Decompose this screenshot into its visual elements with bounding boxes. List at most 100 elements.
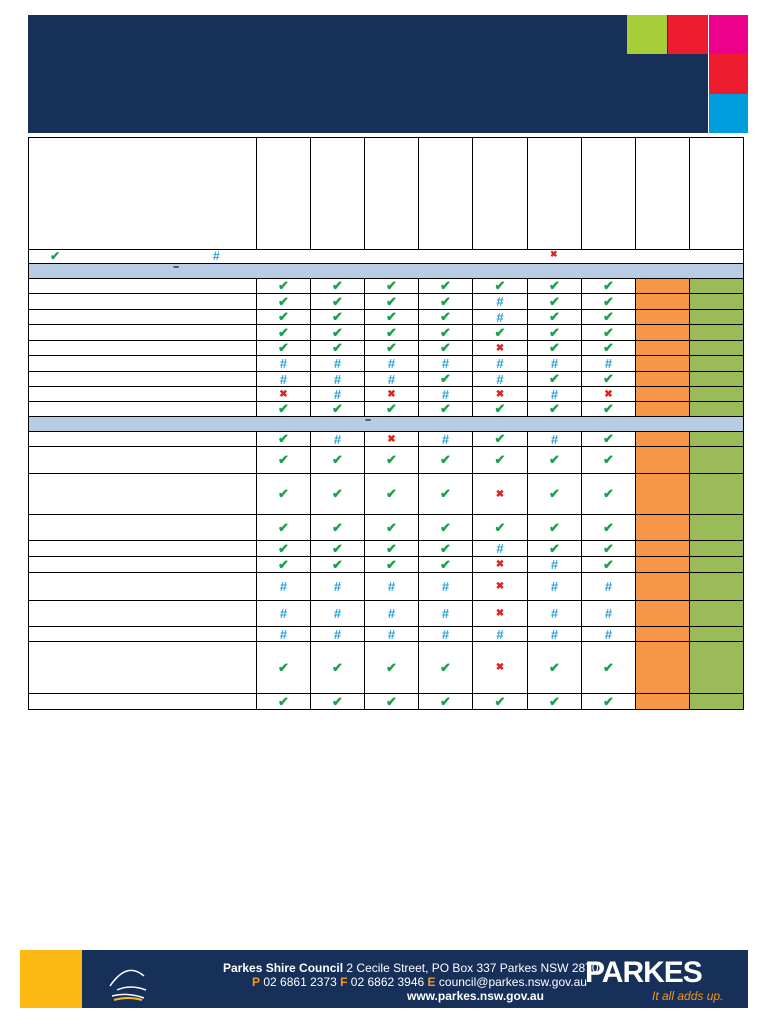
header-cell xyxy=(527,137,582,250)
header-cell xyxy=(635,137,690,250)
symbol-cell: ✖ xyxy=(472,600,528,627)
symbol-cell: # xyxy=(527,626,582,642)
symbol-cell: ✔ xyxy=(581,473,636,515)
footer-yellow xyxy=(20,950,82,1008)
symbol-cell: ✔ xyxy=(472,446,528,474)
symbol-cell: # xyxy=(418,600,473,627)
green-cell xyxy=(689,473,744,515)
symbol-cell: ✔ xyxy=(310,340,365,356)
header-cell xyxy=(689,137,744,250)
symbol-cell: ✖ xyxy=(472,556,528,573)
symbol-cell: ✔ xyxy=(527,514,582,541)
symbol-cell: ✔ xyxy=(581,278,636,294)
color-block xyxy=(627,15,667,54)
orange-cell xyxy=(635,514,690,541)
symbol-cell: ✔ xyxy=(527,446,582,474)
row-label xyxy=(28,309,257,325)
symbol-cell: # xyxy=(418,355,473,372)
symbol-cell: ✔ xyxy=(527,401,582,417)
symbol-cell: ✔ xyxy=(527,324,582,341)
row-label xyxy=(28,340,257,356)
symbol-cell: ✔ xyxy=(310,473,365,515)
symbol-cell: # xyxy=(527,556,582,573)
symbol-cell: ✔ xyxy=(364,446,419,474)
symbol-cell: ✔ xyxy=(472,324,528,341)
symbol-cell: ✔ xyxy=(256,446,311,474)
symbol-cell: ✖ xyxy=(364,431,419,447)
symbol-cell: ✔ xyxy=(418,309,473,325)
symbol-cell: ✔ xyxy=(581,371,636,387)
symbol-cell: ✔ xyxy=(418,340,473,356)
symbol-cell: ✔ xyxy=(310,556,365,573)
header-cell xyxy=(364,137,419,250)
symbol-cell: ✔ xyxy=(581,693,636,710)
row-label xyxy=(28,600,257,627)
orange-cell xyxy=(635,473,690,515)
orange-cell xyxy=(635,355,690,372)
green-cell xyxy=(689,626,744,642)
symbol-cell: # xyxy=(364,355,419,372)
symbol-cell: # xyxy=(527,600,582,627)
symbol-cell: ✔ xyxy=(418,324,473,341)
symbol-cell: ✔ xyxy=(364,293,419,310)
label: P xyxy=(252,975,261,989)
symbol-cell: ✔ xyxy=(310,540,365,557)
symbol-cell: ✔ xyxy=(581,293,636,310)
symbol-cell: ✔ xyxy=(472,693,528,710)
row-label xyxy=(28,355,257,372)
symbol-cell: ✔ xyxy=(527,540,582,557)
row-label xyxy=(28,431,257,447)
symbol-cell: ✔ xyxy=(310,514,365,541)
green-cell xyxy=(689,556,744,573)
header-cell xyxy=(581,137,636,250)
row-label xyxy=(28,446,257,474)
footer-band: Parkes Shire Council 2 Cecile Street, PO… xyxy=(82,950,748,1008)
header-cell xyxy=(310,137,365,250)
symbol-cell: ✔ xyxy=(256,641,311,694)
symbol-cell: ✔ xyxy=(418,641,473,694)
label: F xyxy=(340,975,348,989)
symbol-cell: ✔ xyxy=(527,473,582,515)
symbol-cell: # xyxy=(418,626,473,642)
symbol-cell: ✖ xyxy=(364,386,419,402)
symbol-cell: ✖ xyxy=(472,641,528,694)
green-cell xyxy=(689,309,744,325)
row-label xyxy=(28,693,257,710)
symbol-cell: # xyxy=(527,572,582,601)
row-label xyxy=(28,556,257,573)
org: Parkes Shire Council xyxy=(223,961,344,975)
symbol-cell: # xyxy=(472,626,528,642)
symbol-cell: ✔ xyxy=(364,641,419,694)
symbol-cell: # xyxy=(364,626,419,642)
symbol-cell: ✔ xyxy=(418,556,473,573)
symbol-cell: # xyxy=(310,371,365,387)
symbol-cell: ✔ xyxy=(364,324,419,341)
row-label xyxy=(28,401,257,417)
orange-cell xyxy=(635,626,690,642)
address: 2 Cecile Street, PO Box 337 Parkes NSW 2… xyxy=(346,961,599,975)
symbol-cell: ✔ xyxy=(527,693,582,710)
green-cell xyxy=(689,431,744,447)
email: council@parkes.nsw.gov.au xyxy=(438,975,587,989)
symbol-cell: # xyxy=(310,431,365,447)
symbol-cell: # xyxy=(472,355,528,372)
label: E xyxy=(427,975,436,989)
orange-cell xyxy=(635,540,690,557)
legend-symbol: ✔ xyxy=(50,249,61,263)
symbol-cell: ✔ xyxy=(472,514,528,541)
symbol-cell: ✔ xyxy=(364,473,419,515)
symbol-cell: ✖ xyxy=(472,340,528,356)
green-cell xyxy=(689,641,744,694)
orange-cell xyxy=(635,340,690,356)
symbol-cell: # xyxy=(364,572,419,601)
symbol-cell: # xyxy=(581,600,636,627)
row-label xyxy=(28,371,257,387)
color-block xyxy=(709,94,748,133)
row-label xyxy=(28,626,257,642)
green-cell xyxy=(689,540,744,557)
legend-symbol: ✖ xyxy=(550,249,558,259)
symbol-cell: # xyxy=(418,431,473,447)
symbol-cell: ✔ xyxy=(364,540,419,557)
orange-cell xyxy=(635,401,690,417)
symbol-cell: ✔ xyxy=(310,641,365,694)
